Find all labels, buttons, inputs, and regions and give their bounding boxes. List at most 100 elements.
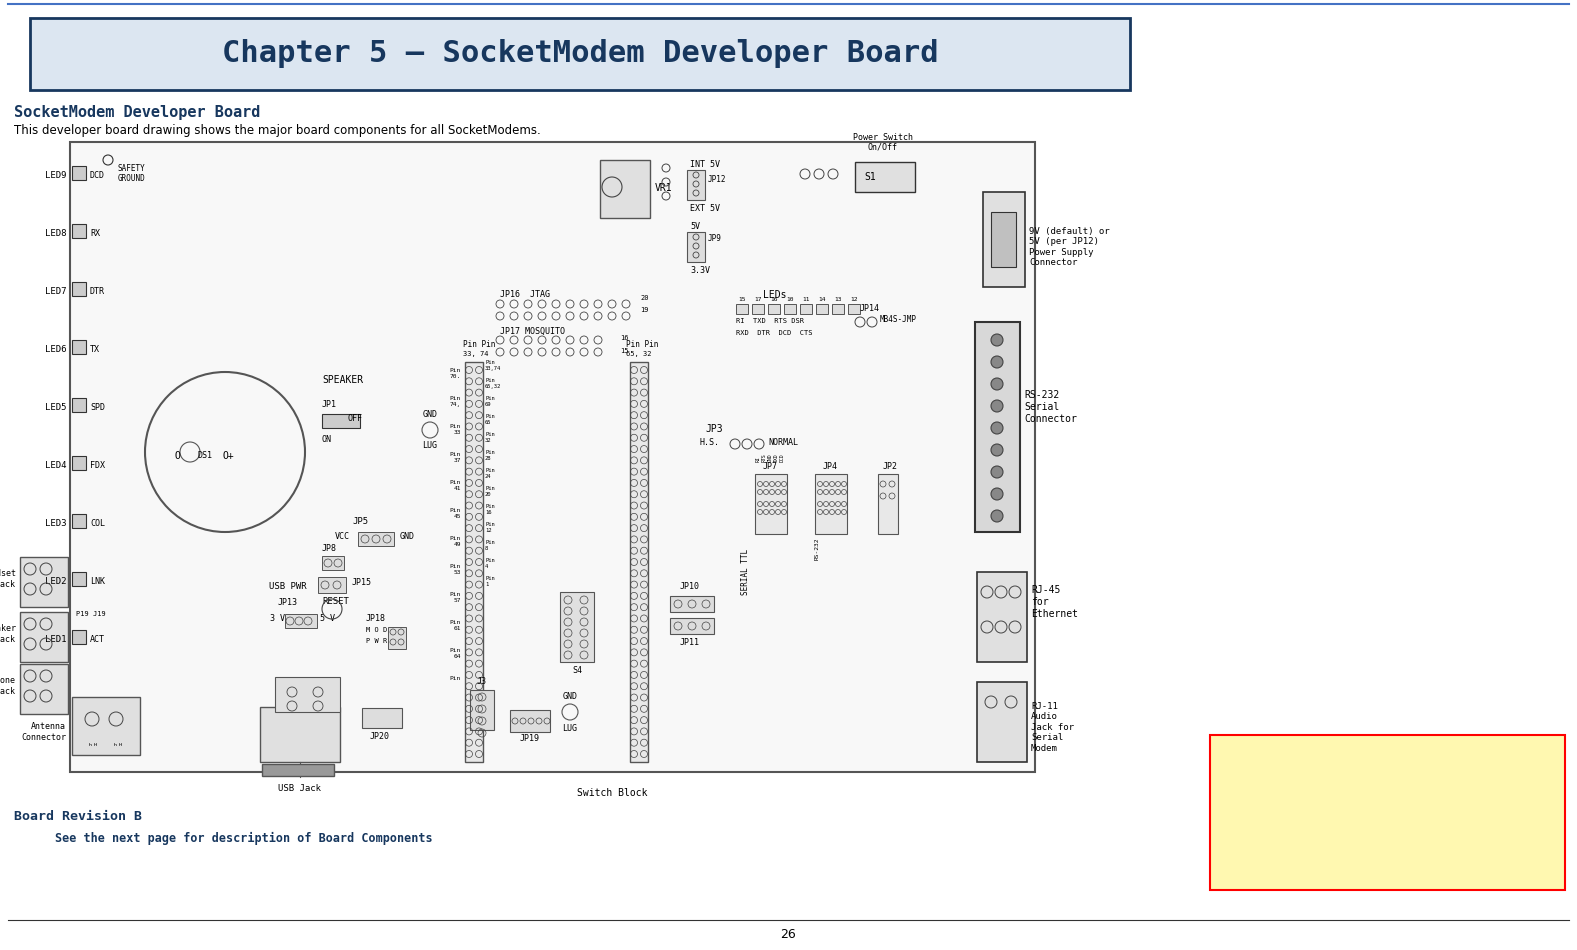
- Text: Pin
33,74: Pin 33,74: [486, 360, 501, 370]
- Text: VCC: VCC: [334, 532, 350, 541]
- Text: Pin
49: Pin 49: [449, 536, 460, 547]
- Bar: [688, 170, 705, 200]
- Circle shape: [990, 422, 1003, 434]
- Text: JP14: JP14: [859, 304, 880, 313]
- Bar: [670, 618, 714, 634]
- Text: H.S.: H.S.: [700, 438, 721, 447]
- Text: JP15: JP15: [352, 578, 372, 587]
- Bar: [629, 362, 648, 762]
- Bar: [73, 224, 87, 238]
- Text: Pin
1: Pin 1: [486, 576, 495, 587]
- Text: LED1: LED1: [44, 635, 66, 643]
- Text: Board Revision B: Board Revision B: [14, 810, 142, 823]
- Text: Speaker
Jack: Speaker Jack: [0, 624, 16, 644]
- Text: USB PWR: USB PWR: [270, 582, 308, 591]
- Text: Pin
57: Pin 57: [449, 592, 460, 603]
- Text: TXD: TXD: [773, 453, 779, 462]
- Text: Power Switch
On/Off: Power Switch On/Off: [853, 133, 913, 152]
- Circle shape: [990, 466, 1003, 478]
- Bar: [69, 142, 1035, 772]
- Text: FDX: FDX: [90, 461, 106, 469]
- Text: JP4: JP4: [823, 462, 837, 471]
- Bar: [73, 456, 87, 470]
- Text: JP2: JP2: [883, 462, 897, 471]
- Text: Pin: Pin: [449, 676, 460, 687]
- Text: USB Jack: USB Jack: [279, 784, 322, 793]
- Text: OFF: OFF: [349, 414, 363, 423]
- Text: 33, 74: 33, 74: [464, 351, 489, 357]
- Text: Pin
74,: Pin 74,: [449, 396, 460, 407]
- Text: LED6: LED6: [44, 345, 66, 353]
- Bar: [465, 362, 483, 762]
- Bar: [21, 664, 68, 714]
- Text: COL: COL: [90, 519, 106, 527]
- Text: JP1: JP1: [322, 400, 337, 409]
- Text: JP16  JTAG: JP16 JTAG: [500, 290, 550, 299]
- Text: SPD: SPD: [90, 403, 106, 411]
- Text: NORMAL: NORMAL: [768, 438, 798, 447]
- Text: JP10: JP10: [680, 582, 700, 591]
- Text: 15: 15: [620, 348, 629, 354]
- Text: SocketModem Developer Board: SocketModem Developer Board: [14, 105, 260, 120]
- Bar: [262, 764, 334, 776]
- Bar: [30, 18, 1131, 90]
- Text: MB4S-JMP: MB4S-JMP: [880, 314, 916, 324]
- Text: P W R: P W R: [366, 638, 388, 644]
- Text: 17: 17: [754, 297, 762, 302]
- Text: 3.3V: 3.3V: [691, 266, 710, 275]
- Text: Pin
4: Pin 4: [486, 558, 495, 569]
- Text: M O D: M O D: [366, 627, 388, 633]
- Bar: [358, 532, 394, 546]
- Text: JP5: JP5: [352, 517, 367, 526]
- Text: SPEAKER: SPEAKER: [322, 375, 363, 385]
- Text: Pin
37: Pin 37: [449, 452, 460, 463]
- Text: SAFETY
GROUND: SAFETY GROUND: [118, 164, 145, 183]
- Text: LED8: LED8: [44, 229, 66, 238]
- Bar: [755, 474, 787, 534]
- Circle shape: [990, 378, 1003, 390]
- Text: DCD: DCD: [90, 170, 106, 180]
- Text: LED4: LED4: [44, 461, 66, 469]
- Text: VR1: VR1: [654, 183, 673, 193]
- Bar: [274, 677, 341, 712]
- Text: P19 J19: P19 J19: [76, 611, 106, 617]
- Bar: [815, 474, 847, 534]
- Text: RX: RX: [90, 229, 99, 238]
- Bar: [670, 596, 714, 612]
- Text: LED7: LED7: [44, 287, 66, 295]
- Text: JP19: JP19: [520, 734, 539, 743]
- Text: 12: 12: [850, 297, 858, 302]
- Text: 16: 16: [620, 335, 629, 341]
- Text: Chapter 5 – SocketModem Developer Board: Chapter 5 – SocketModem Developer Board: [222, 40, 938, 68]
- Text: S1: S1: [864, 172, 875, 182]
- Text: See the next page for description of Board Components: See the next page for description of Boa…: [55, 832, 432, 846]
- Bar: [73, 166, 87, 180]
- Bar: [73, 697, 140, 755]
- Text: Comment [DAR7]:: Comment [DAR7]:: [1216, 743, 1322, 753]
- Bar: [21, 557, 68, 607]
- Circle shape: [990, 444, 1003, 456]
- Text: O+: O+: [222, 451, 233, 461]
- Text: Pin
53: Pin 53: [449, 564, 460, 575]
- Text: ON: ON: [322, 435, 333, 444]
- Circle shape: [990, 488, 1003, 500]
- Bar: [688, 232, 705, 262]
- Bar: [800, 304, 812, 314]
- Text: Pin Pin: Pin Pin: [464, 340, 495, 349]
- Text: JP17 MOSQUITO: JP17 MOSQUITO: [500, 327, 565, 336]
- Text: Pin
8: Pin 8: [486, 540, 495, 551]
- Text: JP13: JP13: [278, 598, 298, 607]
- Text: Pin
61: Pin 61: [449, 620, 460, 631]
- Text: RJ-45
for
Ethernet: RJ-45 for Ethernet: [1031, 585, 1079, 618]
- Text: Pin
12: Pin 12: [486, 522, 495, 533]
- Text: TX: TX: [90, 345, 99, 353]
- Text: JP7: JP7: [763, 462, 777, 471]
- Text: RJ-11
Audio
Jack for
Serial
Modem: RJ-11 Audio Jack for Serial Modem: [1031, 702, 1074, 752]
- Text: Pin
65,32: Pin 65,32: [486, 378, 501, 389]
- Bar: [736, 304, 747, 314]
- Text: 5V: 5V: [691, 222, 700, 231]
- Text: JP9: JP9: [708, 234, 722, 243]
- Text: RESET: RESET: [322, 597, 349, 606]
- Text: GND: GND: [401, 532, 415, 541]
- Bar: [285, 614, 317, 628]
